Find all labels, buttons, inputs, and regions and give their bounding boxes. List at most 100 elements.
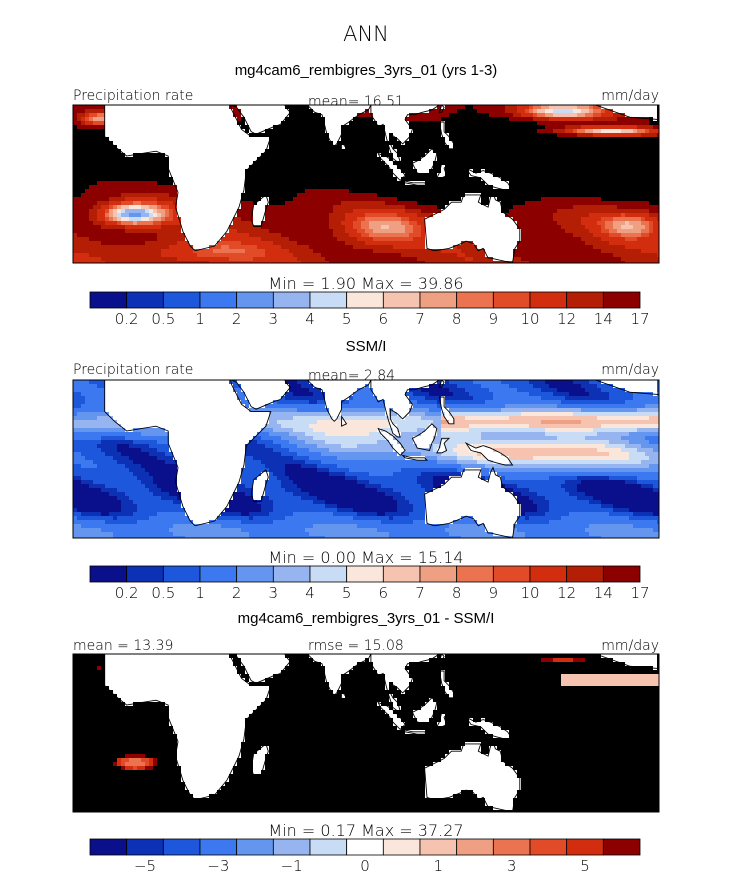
coastline-madagascar [250,743,269,776]
map-contour-fill [73,105,659,263]
coastline-africa [104,380,272,527]
colorbar-swatch [346,565,384,583]
colorbar-swatch [602,838,641,856]
colorbar-swatch [492,838,531,856]
difference-map [72,653,660,813]
colorbar-swatch [382,565,421,583]
coastline-philippines [438,121,455,150]
coastline-borneo [411,697,438,726]
map-contour-fill [73,380,659,524]
colorbar-tick-label: 12 [557,584,576,602]
coastline-sumatra [377,701,406,731]
coastline-seasia [370,654,441,712]
colorbar-tick-label: −5 [134,857,156,875]
colorbar-tick-label: 17 [630,310,649,328]
colorbar-swatch [89,565,128,583]
colorbar-tick-label: 6 [379,584,389,602]
map-frame [72,104,660,264]
panel-mean-label: mean = 13.39 [73,638,173,654]
coastline-americas [595,105,659,121]
coastline-australia [424,191,521,263]
colorbar-tick-label: 3 [507,857,517,875]
coastline-srilanka [341,140,348,152]
coastline-australia [424,466,521,538]
colorbar-swatch [566,838,604,856]
coastline-madagascar [250,194,269,227]
colorbar-swatch [126,838,164,856]
panel-model: mg4cam6_rembigres_3yrs_01 (yrs 1-3) Prec… [72,62,660,328]
colorbar-swatch [492,291,531,309]
coastline-srilanka [341,415,348,427]
colorbar-tick-label: 2 [232,584,242,602]
colorbar-tick-label: 0 [360,857,370,875]
map-contour-fill [125,758,145,766]
coastlines [104,380,659,538]
map-contour-fill [73,380,659,520]
colorbar-tick-label: −3 [207,857,229,875]
colorbar: −5 −3 −1 0 1 3 5 [89,838,641,875]
map-contour-fill [441,416,659,460]
map-raster [73,380,659,538]
map-contour-fill [129,213,141,217]
colorbar-tick-label: 0.2 [115,310,139,328]
coastline-sumatra [377,152,406,182]
coastline-madagascar [250,469,269,502]
coastline-newguinea [464,716,514,740]
colorbar-tick-label: 1 [195,584,205,602]
map-contour-fill [73,404,659,538]
colorbar-tick-label: 8 [452,310,462,328]
map-frame [72,379,660,539]
coastline-australia [424,740,521,812]
colorbar-swatch [456,291,494,309]
coastline-sulawesi [436,162,451,179]
map-contour-fill [105,105,657,261]
colorbar-swatch [126,291,164,309]
panel-ssmi: SSM/I Precipitation rate mean= 2.84 mm/d… [72,338,660,602]
map-raster [73,105,659,263]
colorbar-swatch [236,838,274,856]
map-contour-fill [441,420,581,424]
colorbar-tick-label: 12 [557,310,576,328]
panel-left-label: Precipitation rate [73,362,193,378]
panel-units-label: mm/day [601,638,659,654]
colorbar-tick-label: 3 [269,584,279,602]
colorbar-swatch [236,565,274,583]
colorbar-swatch [529,291,568,309]
map-contour-fill [73,654,659,812]
colorbar-tick-label: 7 [415,310,425,328]
colorbar-swatch [126,565,164,583]
colorbar-swatch [309,291,348,309]
coastline-africa [104,654,272,801]
coastline-arabia [231,105,291,135]
colorbar-tick-label: 14 [594,310,613,328]
colorbar-tick-label: 17 [630,584,649,602]
map-frame [72,653,660,813]
colorbar-swatch [456,565,494,583]
map-contour-fill [73,380,659,516]
coastline-philippines [438,670,455,699]
colorbar-tick-label: 9 [489,310,499,328]
colorbar-swatch [162,838,201,856]
precipitation-map [72,104,660,264]
coastline-taiwan [438,105,445,113]
coastline-srilanka [341,689,348,701]
coastline-borneo [411,423,438,452]
colorbar-swatch [162,291,201,309]
colorbar-tick-label: 0.5 [151,584,175,602]
coastline-sulawesi [436,711,451,728]
range-label: Min = 0.17 Max = 37.27 [268,821,463,840]
coastline-india [306,380,372,422]
coastline-java [401,454,429,461]
colorbar-tick-label: 5 [580,857,590,875]
panel-units-label: mm/day [601,362,659,378]
colorbar-swatch [272,838,311,856]
colorbar-swatch [199,291,238,309]
coastline-newguinea [464,167,514,191]
coastline-borneo [411,148,438,177]
coastline-americas [595,654,659,670]
colorbar-tick-label: 5 [342,310,352,328]
map-contour-fill [73,408,659,468]
coastline-java [401,728,429,735]
coastline-seasia [370,105,441,163]
colorbar-swatch [456,838,494,856]
